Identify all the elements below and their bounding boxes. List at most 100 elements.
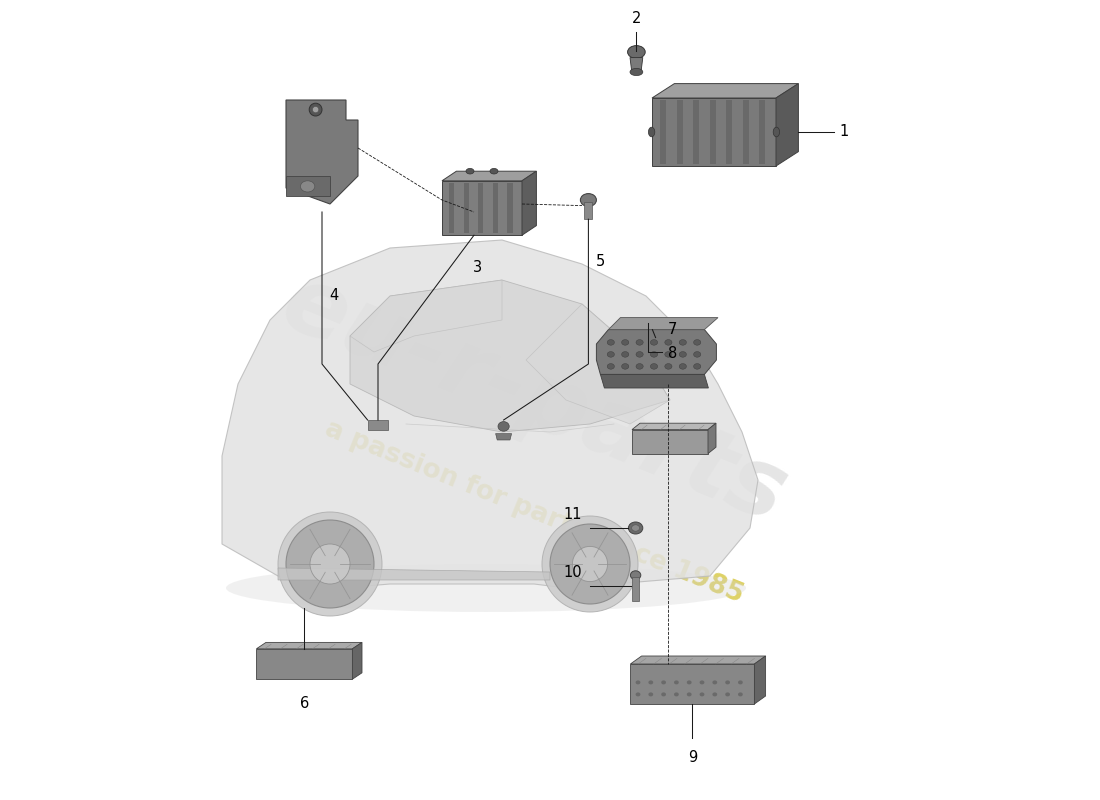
Ellipse shape — [498, 422, 509, 431]
Ellipse shape — [679, 339, 686, 346]
Polygon shape — [352, 642, 362, 679]
Polygon shape — [496, 434, 512, 440]
Polygon shape — [367, 420, 388, 430]
Circle shape — [286, 520, 374, 608]
Ellipse shape — [679, 351, 686, 357]
Ellipse shape — [686, 680, 692, 685]
Polygon shape — [596, 330, 716, 374]
Ellipse shape — [650, 363, 658, 370]
Polygon shape — [601, 374, 708, 388]
Polygon shape — [478, 183, 484, 233]
Polygon shape — [350, 280, 502, 352]
Polygon shape — [693, 101, 700, 164]
Ellipse shape — [490, 168, 498, 174]
Text: 11: 11 — [563, 506, 582, 522]
Text: 7: 7 — [668, 322, 676, 337]
Ellipse shape — [700, 693, 704, 696]
Text: 4: 4 — [329, 288, 339, 303]
Ellipse shape — [738, 680, 742, 685]
Ellipse shape — [773, 127, 780, 137]
Polygon shape — [507, 183, 513, 233]
Polygon shape — [632, 430, 708, 454]
Ellipse shape — [674, 693, 679, 696]
Ellipse shape — [725, 680, 730, 685]
Ellipse shape — [674, 680, 679, 685]
Polygon shape — [464, 183, 469, 233]
Polygon shape — [630, 58, 642, 70]
Ellipse shape — [636, 693, 640, 696]
Ellipse shape — [648, 680, 653, 685]
Polygon shape — [256, 642, 362, 649]
Ellipse shape — [738, 693, 742, 696]
Ellipse shape — [636, 680, 640, 685]
Polygon shape — [493, 183, 498, 233]
Polygon shape — [776, 84, 799, 166]
Ellipse shape — [621, 351, 629, 357]
Text: a passion for parts since 1985: a passion for parts since 1985 — [321, 416, 747, 608]
Ellipse shape — [636, 339, 644, 346]
Ellipse shape — [309, 103, 322, 116]
Ellipse shape — [679, 363, 686, 370]
Ellipse shape — [630, 571, 641, 579]
Ellipse shape — [661, 693, 666, 696]
Polygon shape — [708, 423, 716, 454]
Polygon shape — [350, 280, 670, 432]
Text: eu-r-parts: eu-r-parts — [268, 257, 800, 543]
Ellipse shape — [700, 680, 704, 685]
Polygon shape — [710, 101, 716, 164]
Ellipse shape — [607, 351, 615, 357]
Ellipse shape — [300, 181, 315, 192]
Ellipse shape — [725, 693, 730, 696]
Text: 1: 1 — [839, 125, 849, 139]
Polygon shape — [742, 101, 749, 164]
Polygon shape — [608, 318, 718, 330]
Polygon shape — [442, 181, 522, 235]
Ellipse shape — [636, 351, 644, 357]
Ellipse shape — [226, 564, 746, 612]
Ellipse shape — [581, 194, 596, 206]
Text: 3: 3 — [473, 260, 483, 275]
Polygon shape — [759, 101, 766, 164]
Polygon shape — [632, 577, 639, 601]
Circle shape — [310, 544, 350, 584]
Ellipse shape — [607, 363, 615, 370]
Ellipse shape — [686, 693, 692, 696]
Ellipse shape — [650, 351, 658, 357]
Text: 9: 9 — [688, 750, 697, 766]
Circle shape — [278, 512, 382, 616]
Polygon shape — [286, 176, 330, 196]
Ellipse shape — [661, 680, 666, 685]
Polygon shape — [526, 304, 670, 424]
Ellipse shape — [636, 363, 644, 370]
Ellipse shape — [664, 351, 672, 357]
Polygon shape — [522, 171, 537, 235]
Polygon shape — [652, 98, 776, 166]
Polygon shape — [660, 101, 667, 164]
Ellipse shape — [694, 351, 701, 357]
Polygon shape — [630, 656, 766, 664]
Polygon shape — [278, 568, 550, 580]
Ellipse shape — [713, 693, 717, 696]
Ellipse shape — [631, 525, 639, 531]
Ellipse shape — [312, 106, 319, 113]
Polygon shape — [449, 183, 454, 233]
Polygon shape — [256, 649, 352, 679]
Polygon shape — [726, 101, 733, 164]
Polygon shape — [652, 84, 799, 98]
Text: 5: 5 — [596, 254, 605, 269]
Ellipse shape — [630, 68, 642, 76]
Ellipse shape — [694, 363, 701, 370]
Ellipse shape — [648, 127, 654, 137]
Circle shape — [542, 516, 638, 612]
Polygon shape — [755, 656, 766, 704]
Circle shape — [572, 546, 607, 582]
Ellipse shape — [621, 363, 629, 370]
Polygon shape — [632, 423, 716, 430]
Polygon shape — [584, 202, 593, 219]
Ellipse shape — [648, 693, 653, 696]
Polygon shape — [676, 101, 683, 164]
Polygon shape — [286, 100, 358, 204]
Ellipse shape — [694, 339, 701, 346]
Circle shape — [550, 524, 630, 604]
Ellipse shape — [650, 339, 658, 346]
